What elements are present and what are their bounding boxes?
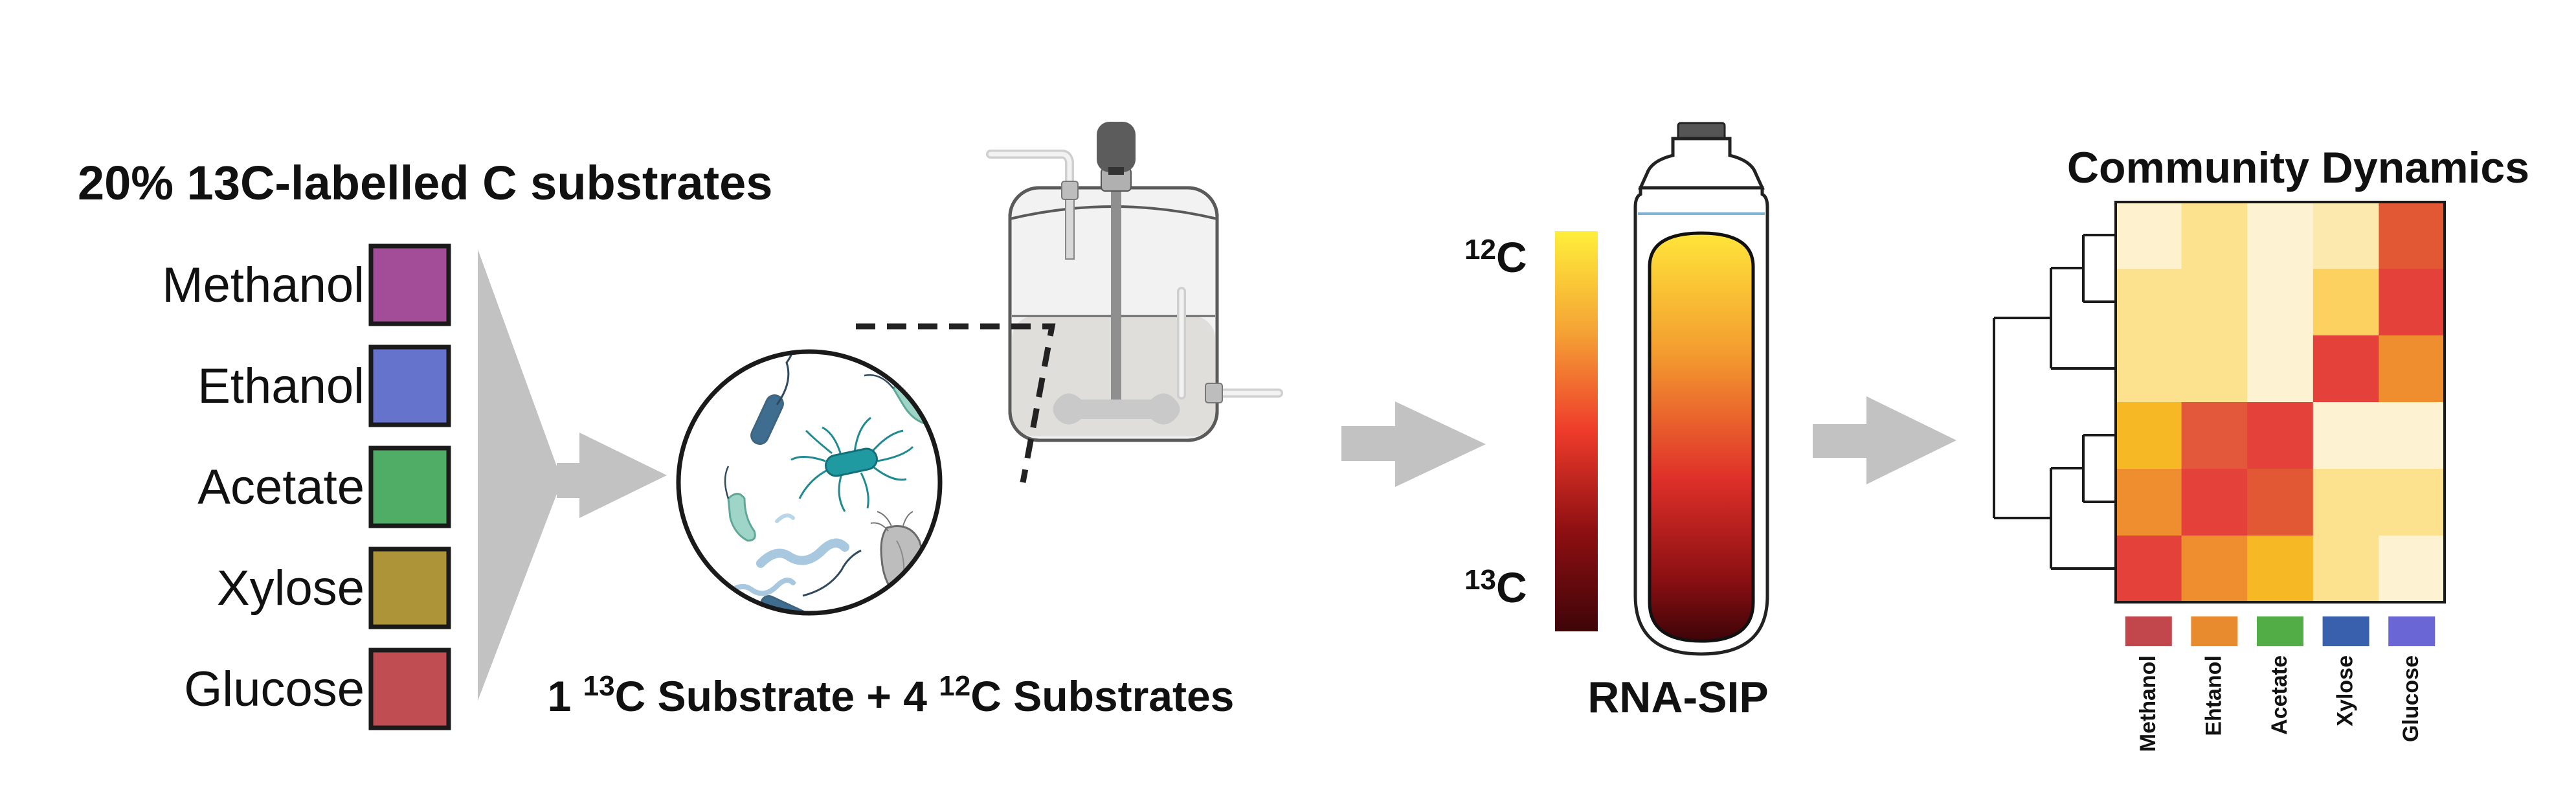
row-dendrogram xyxy=(1993,234,2116,570)
heatmap-cell xyxy=(2116,335,2182,403)
centrifuge-tube-icon xyxy=(1633,122,1769,656)
heatmap-cell xyxy=(2247,402,2314,469)
legend-swatch xyxy=(2191,616,2238,646)
heatmap-cell xyxy=(2116,469,2182,536)
heatmap-cell xyxy=(2379,335,2445,403)
heatmap-cell xyxy=(2313,202,2379,269)
heatmap-cell xyxy=(2379,402,2445,469)
substrate-label: Methanol xyxy=(162,258,364,313)
heatmap-cell xyxy=(2116,536,2182,603)
heatmap-cell xyxy=(2247,335,2314,403)
arrow-icon xyxy=(1341,401,1486,487)
heatmap-border xyxy=(2114,201,2446,604)
heavy-light-top-label: 12C xyxy=(1464,233,1527,281)
substrates-panel: 20% 13C-labelled C substrates Methanol Et… xyxy=(78,156,772,730)
heatmap-cell xyxy=(2116,202,2182,269)
heatmap-cell xyxy=(2313,536,2379,603)
heatmap-cell xyxy=(2313,402,2379,469)
heatmap-cell xyxy=(2181,536,2248,603)
arrow-icon xyxy=(557,433,667,518)
heatmap-cell xyxy=(2313,269,2379,336)
legend-label: Acetate xyxy=(2267,655,2292,735)
funnel-shape xyxy=(478,249,562,701)
substrate-swatch xyxy=(368,446,451,528)
sip-caption: RNA-SIP xyxy=(1587,673,1769,722)
heatmap-cell xyxy=(2116,402,2182,469)
legend-swatch xyxy=(2388,616,2436,646)
incubation-panel: 1 13C Substrate + 4 12C Substrates xyxy=(548,122,1283,720)
heatmap-panel: Community Dynamics Methanol Ehtanol Acetat… xyxy=(1993,143,2529,752)
legend-label: Glucose xyxy=(2399,655,2423,742)
heavy-light-bottom-label: 13C xyxy=(1464,563,1527,611)
legend-label: Xylose xyxy=(2333,655,2358,727)
sip-panel: 12C 13C RNA-SIP xyxy=(1464,122,1769,722)
substrates-title: 20% 13C-labelled C substrates xyxy=(78,156,772,210)
heatmap-cell xyxy=(2181,269,2248,336)
substrate-swatch xyxy=(368,243,451,326)
heatmap-title: Community Dynamics xyxy=(2067,143,2529,192)
substrate-label: Ethanol xyxy=(197,359,364,414)
heatmap-cell xyxy=(2313,335,2379,403)
heatmap-cell xyxy=(2379,536,2445,603)
heatmap-cell xyxy=(2247,536,2314,603)
substrate-swatch xyxy=(368,344,451,427)
substrate-label: Glucose xyxy=(184,662,364,717)
arrow-icon xyxy=(1813,396,1956,484)
bioreactor-icon xyxy=(986,122,1283,442)
incubation-caption: 1 13C Substrate + 4 12C Substrates xyxy=(548,670,1235,720)
heatmap-cell xyxy=(2247,269,2314,336)
legend-swatch xyxy=(2322,616,2369,646)
heatmap-cell xyxy=(2247,202,2314,269)
substrate-swatch xyxy=(368,547,451,629)
zoom-lines xyxy=(856,323,1056,483)
microbe-zoom-circle xyxy=(678,352,940,613)
heatmap-cell xyxy=(2379,269,2445,336)
legend-label: Ehtanol xyxy=(2201,655,2226,736)
heatmap-cell xyxy=(2181,402,2248,469)
legend-swatch xyxy=(2257,616,2303,646)
heatmap-cell xyxy=(2116,269,2182,336)
substrate-label: Xylose xyxy=(217,561,364,616)
heatmap-grid xyxy=(2116,202,2445,603)
substrate-label: Acetate xyxy=(197,460,364,515)
heatmap-cell xyxy=(2379,469,2445,536)
heatmap-cell xyxy=(2313,469,2379,536)
substrate-list: Methanol Ethanol Acetate Xylose Glucose xyxy=(162,243,451,730)
density-gradient-bar xyxy=(1555,231,1598,631)
heatmap-cell xyxy=(2181,202,2248,269)
heatmap-cell xyxy=(2181,335,2248,403)
heatmap-cell xyxy=(2247,469,2314,536)
legend-swatch xyxy=(2125,616,2172,646)
substrate-swatch xyxy=(368,648,451,730)
column-legend: Methanol Ehtanol Acetate Xylose Glucose xyxy=(2125,616,2436,752)
heatmap-cell xyxy=(2379,202,2445,269)
heatmap-cell xyxy=(2181,469,2248,536)
legend-label: Methanol xyxy=(2136,655,2160,752)
